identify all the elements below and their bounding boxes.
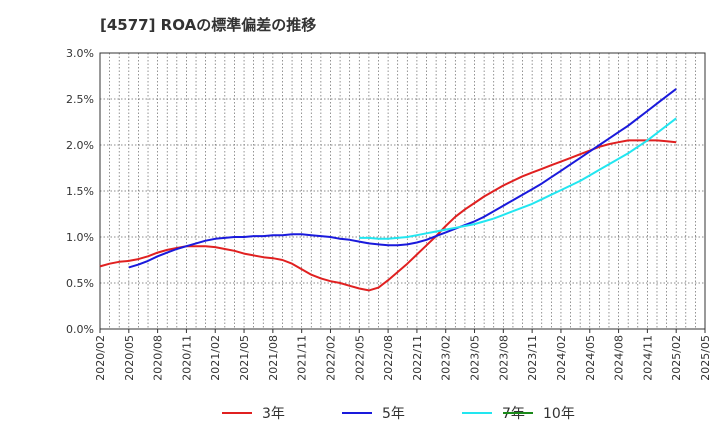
y-tick-label: 2.0%	[66, 139, 94, 152]
x-tick-label: 2020/11	[180, 335, 193, 381]
y-tick-label: 0.0%	[66, 323, 94, 336]
x-tick-label: 2025/05	[699, 335, 712, 381]
x-tick-label: 2020/08	[152, 335, 165, 381]
y-tick-label: 1.5%	[66, 185, 94, 198]
series-lines	[99, 88, 677, 292]
x-axis: 2020/02 2020/05 2020/08 2020/11 2021/02 2021/…	[94, 329, 712, 381]
legend-label-4: 10年	[543, 406, 575, 422]
chart-title: [4577] ROAの標準偏差の推移	[100, 16, 316, 34]
y-tick-label: 3.0%	[66, 47, 94, 60]
legend-label-2: 5年	[382, 406, 405, 422]
x-tick-label: 2022/05	[353, 335, 366, 381]
y-tick-label: 2.5%	[66, 93, 94, 106]
x-tick-label: 2021/08	[267, 335, 280, 381]
x-tick-label: 2021/02	[209, 335, 222, 381]
x-tick-label: 2021/11	[296, 335, 309, 381]
y-axis: 0.0% 0.5% 1.0% 1.5% 2.0% 2.5% 3.0%	[66, 47, 94, 336]
legend-label-1: 3年	[262, 406, 285, 422]
y-tick-label: 0.5%	[66, 277, 94, 290]
x-tick-label: 2024/02	[555, 335, 568, 381]
x-tick-label: 2023/02	[440, 335, 453, 381]
plot-frame	[99, 52, 706, 330]
x-tick-label: 2024/11	[641, 335, 654, 381]
series-line-3	[359, 117, 677, 240]
x-tick-label: 2023/08	[497, 335, 510, 381]
x-tick-label: 2023/11	[526, 335, 539, 381]
series-line-1	[99, 139, 677, 292]
grid	[100, 53, 705, 329]
x-tick-label: 2021/05	[238, 335, 251, 381]
x-tick-label: 2024/05	[584, 335, 597, 381]
x-tick-label: 2022/02	[324, 335, 337, 381]
legend: 3年5年7年10年	[222, 406, 575, 422]
y-tick-label: 1.0%	[66, 231, 94, 244]
x-tick-label: 2025/02	[670, 335, 683, 381]
x-tick-label: 2024/08	[613, 335, 626, 381]
x-tick-label: 2020/02	[94, 335, 107, 381]
series-line-2	[128, 88, 677, 269]
x-tick-label: 2022/08	[382, 335, 395, 381]
x-tick-label: 2020/05	[123, 335, 136, 381]
x-tick-label: 2023/05	[469, 335, 482, 381]
x-tick-label: 2022/11	[411, 335, 424, 381]
